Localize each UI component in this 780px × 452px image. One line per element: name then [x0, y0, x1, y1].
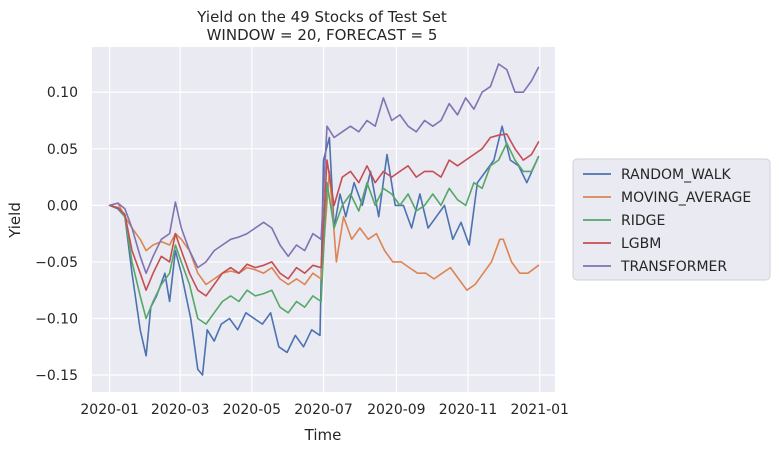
y-tick-label: 0.10 — [47, 85, 78, 101]
series-line-lgbm — [108, 133, 540, 297]
legend-label: LGBM — [621, 236, 661, 252]
series-lines — [108, 63, 540, 376]
x-tick-label: 2020-09 — [367, 402, 426, 418]
y-tick-labels: −0.15 −0.10 −0.05 0.00 0.05 0.10 — [35, 85, 78, 384]
legend-label: TRANSFORMER — [620, 259, 727, 275]
legend-label: MOVING_AVERAGE — [621, 190, 751, 206]
series-line-ridge — [108, 142, 540, 325]
x-tick-label: 2020-11 — [439, 402, 498, 418]
chart-subtitle: WINDOW = 20, FORECAST = 5 — [207, 26, 438, 44]
y-tick-label: −0.15 — [35, 368, 78, 384]
legend-label: RIDGE — [621, 213, 665, 229]
y-tick-label: −0.05 — [35, 255, 78, 271]
y-tick-label: −0.10 — [35, 311, 78, 327]
y-axis-label: Yield — [6, 202, 24, 239]
x-tick-label: 2020-03 — [151, 402, 210, 418]
x-tick-labels: 2020-01 2020-03 2020-05 2020-07 2020-09 2020-… — [80, 402, 569, 418]
legend-items: RANDOM_WALK MOVING_AVERAGE RIDGE LGBM TRANSF… — [583, 167, 751, 275]
legend-label: RANDOM_WALK — [621, 167, 732, 183]
chart-title: Yield on the 49 Stocks of Test Set — [196, 8, 447, 26]
x-axis-label: Time — [304, 426, 342, 444]
series-line-transformer — [108, 63, 540, 275]
legend-box — [572, 158, 771, 281]
x-tick-label: 2021-01 — [510, 402, 569, 418]
x-tick-label: 2020-05 — [223, 402, 282, 418]
series-line-random-walk — [108, 125, 540, 376]
legend: RANDOM_WALK MOVING_AVERAGE RIDGE LGBM TRANSF… — [572, 158, 771, 281]
x-tick-label: 2020-01 — [80, 402, 139, 418]
y-tick-label: 0.00 — [47, 198, 78, 214]
y-tick-label: 0.05 — [47, 142, 78, 158]
x-tick-label: 2020-07 — [294, 402, 353, 418]
